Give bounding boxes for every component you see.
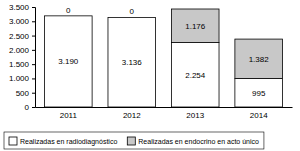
bar (235, 39, 283, 78)
data-label: 0 (66, 6, 71, 15)
y-tick: 2.000 (9, 46, 35, 55)
y-tick-label: 2.000 (9, 46, 30, 55)
legend: Realizadas en radiodiagnóstico Realizadas… (4, 132, 264, 149)
legend-swatch (127, 137, 135, 145)
x-tick-label: 2013 (186, 111, 204, 120)
bar (108, 17, 156, 107)
y-tick-mark (32, 64, 35, 65)
x-tick-label: 2012 (123, 111, 141, 120)
y-tick-mark (32, 50, 35, 51)
bar (108, 17, 156, 18)
legend-label: Realizadas en endocrino en acto único (138, 138, 259, 145)
x-tick: 2012 (123, 111, 141, 120)
bar (45, 16, 93, 107)
y-tick-mark (32, 21, 35, 22)
x-axis: 2011 2012 2013 2014 (36, 108, 293, 120)
data-label: 1.176 (185, 22, 206, 31)
x-tick-label: 2011 (60, 111, 78, 120)
y-tick: 3.500 (9, 3, 35, 12)
x-axis-line (36, 107, 293, 108)
data-label: 2.254 (185, 71, 206, 80)
y-tick: 1.500 (9, 60, 35, 69)
y-tick-mark (32, 7, 35, 8)
y-tick-mark (32, 36, 35, 37)
bars (45, 9, 283, 107)
y-tick-mark (32, 93, 35, 94)
legend-frame (4, 132, 264, 149)
x-tick: 2013 (186, 111, 204, 120)
bar (45, 15, 93, 16)
chart: 05001.0001.5002.0002.5003.0003.500201120… (0, 0, 300, 151)
data-labels: 3.190 3.136 2.254 995 0 0 1.176 1.382 (58, 6, 269, 98)
bar (171, 9, 219, 43)
bar (171, 43, 219, 107)
data-label: 3.190 (58, 57, 79, 66)
y-axis-line (32, 8, 36, 108)
bar (235, 79, 283, 107)
y-tick: 0 (25, 103, 35, 112)
plot: 05001.0001.5002.0002.5003.0003.500201120… (9, 3, 293, 120)
y-tick-label: 0 (25, 103, 30, 112)
y-tick-label: 2.500 (9, 32, 30, 41)
y-axis: 0 500 1.000 1.500 2.000 2.500 3.000 3.500 (9, 3, 36, 112)
data-label: 3.136 (122, 58, 143, 67)
x-tick: 2014 (250, 111, 268, 120)
y-tick: 500 (16, 89, 35, 98)
y-tick-mark (32, 78, 35, 79)
y-tick-label: 1.500 (9, 60, 30, 69)
legend-swatch (9, 137, 17, 145)
y-tick-label: 500 (16, 89, 30, 98)
y-tick: 2.500 (9, 32, 35, 41)
y-tick-label: 1.000 (9, 74, 30, 83)
y-tick: 3.000 (9, 17, 35, 26)
x-tick: 2011 (60, 111, 78, 120)
y-tick-label: 3.500 (9, 3, 30, 12)
y-tick-label: 3.000 (9, 17, 30, 26)
x-tick-label: 2014 (250, 111, 268, 120)
data-label: 0 (130, 7, 135, 16)
data-label: 1.382 (249, 55, 270, 64)
y-tick: 1.000 (9, 74, 35, 83)
legend-label: Realizadas en radiodiagnóstico (20, 138, 117, 146)
data-label: 995 (252, 89, 266, 98)
y-tick-mark (32, 107, 35, 108)
